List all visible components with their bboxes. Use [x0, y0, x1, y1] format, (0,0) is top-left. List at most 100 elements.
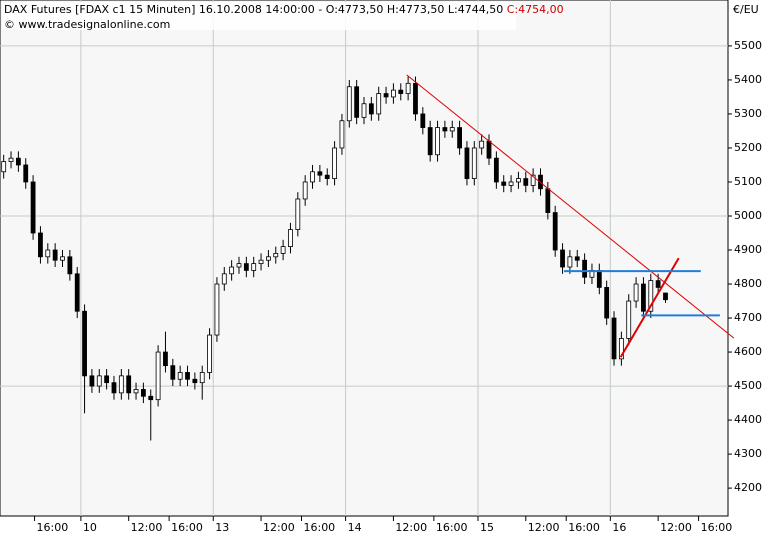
candle-body: [133, 389, 139, 394]
candle-body: [163, 351, 168, 367]
plot-area: [0, 0, 729, 517]
y-tick-label: 4500: [734, 379, 762, 392]
candle-body: [471, 147, 477, 179]
candle-body: [457, 127, 462, 149]
candle-body: [140, 389, 146, 397]
candle-body: [545, 188, 551, 213]
candle-body: [104, 375, 110, 384]
candle-body: [45, 249, 51, 258]
candle-body: [420, 113, 426, 128]
candle-body: [611, 317, 617, 360]
candle-body: [295, 198, 301, 230]
y-tick-label: 4900: [734, 243, 762, 256]
candle-body: [67, 256, 73, 275]
candle-body: [126, 375, 132, 394]
candle-body: [413, 82, 418, 115]
candle-body: [96, 375, 102, 387]
candle-body: [221, 273, 227, 285]
x-tick-label: 16: [612, 521, 626, 534]
candle-body: [23, 164, 29, 183]
candle-body: [560, 249, 565, 268]
candle-body: [170, 365, 176, 380]
candle-body: [626, 300, 632, 339]
candle-body: [354, 86, 360, 118]
candle-body: [339, 120, 345, 149]
candle-body: [596, 270, 602, 288]
candle-body: [501, 181, 507, 186]
candle-body: [280, 246, 286, 254]
marks: [1, 74, 735, 441]
x-tick-label: 10: [83, 521, 97, 534]
x-tick-label: 13: [215, 521, 229, 534]
candle-body: [449, 127, 455, 132]
y-unit: €/EU: [733, 3, 759, 16]
candle-body: [391, 89, 396, 98]
y-tick-label: 4600: [734, 345, 762, 358]
candle-body: [582, 259, 588, 278]
y-tick-label: 5100: [734, 175, 762, 188]
trendline: [619, 257, 680, 358]
y-tick-label: 5000: [734, 209, 762, 222]
candle-body: [523, 178, 529, 186]
x-tick-label: 16:00: [37, 521, 69, 534]
candle-body: [15, 157, 21, 166]
y-tick-label: 4400: [734, 413, 762, 426]
candle-body: [346, 86, 352, 122]
legend-bg: [2, 2, 516, 30]
candle-body: [648, 280, 654, 312]
candle-body: [552, 212, 558, 251]
legend: DAX Futures [FDAX c1 15 Minuten] 16.10.2…: [4, 3, 564, 16]
legend-text: DAX Futures [FDAX c1 15 Minuten] 16.10.2…: [4, 3, 507, 16]
candle-body: [530, 174, 536, 186]
candle-body: [266, 256, 271, 261]
x-tick-label: 16:00: [171, 521, 203, 534]
x-tick-label: 12:00: [395, 521, 427, 534]
y-tick-label: 5400: [734, 73, 762, 86]
candle-body: [8, 157, 14, 162]
candle-body: [192, 378, 198, 384]
candle-body: [361, 103, 367, 118]
x-tick-label: 16:00: [568, 521, 600, 534]
candle-body: [398, 89, 404, 94]
candle-body: [310, 171, 315, 183]
candle-body: [111, 382, 117, 394]
candle-body: [243, 263, 249, 271]
candle-body: [214, 283, 220, 336]
candle-body: [516, 178, 521, 183]
candle-body: [655, 280, 661, 288]
x-tick-label: 12:00: [263, 521, 295, 534]
trendline: [406, 74, 735, 339]
grid: [0, 0, 728, 516]
candle-body: [663, 292, 668, 301]
candle-body: [405, 82, 411, 94]
candle-body: [574, 256, 580, 261]
candle-body: [479, 140, 485, 149]
candle-body: [376, 93, 382, 115]
candle-body: [567, 256, 573, 268]
candle-body: [464, 147, 470, 179]
candle-body: [89, 375, 95, 387]
candle-body: [229, 266, 235, 275]
x-tick-label: 15: [480, 521, 494, 534]
candle-body: [207, 334, 212, 373]
candle-body: [493, 157, 499, 183]
candle-body: [427, 127, 433, 156]
candle-body: [148, 395, 154, 401]
x-tick-label: 14: [348, 521, 362, 534]
candle-body: [177, 372, 183, 380]
x-tick-label: 12:00: [660, 521, 692, 534]
y-tick-label: 5200: [734, 141, 762, 154]
candle-body: [52, 249, 58, 261]
candle-body: [288, 229, 293, 248]
candle-body: [604, 287, 610, 319]
candle-body: [74, 273, 80, 312]
candle-body: [383, 93, 389, 98]
candle-body: [30, 181, 36, 234]
y-tick-label: 5300: [734, 107, 762, 120]
legend-close: C:4754,00: [507, 3, 564, 16]
candle-body: [368, 103, 374, 115]
y-tick-label: 4800: [734, 277, 762, 290]
candle-body: [435, 127, 440, 156]
candle-body: [185, 372, 190, 380]
